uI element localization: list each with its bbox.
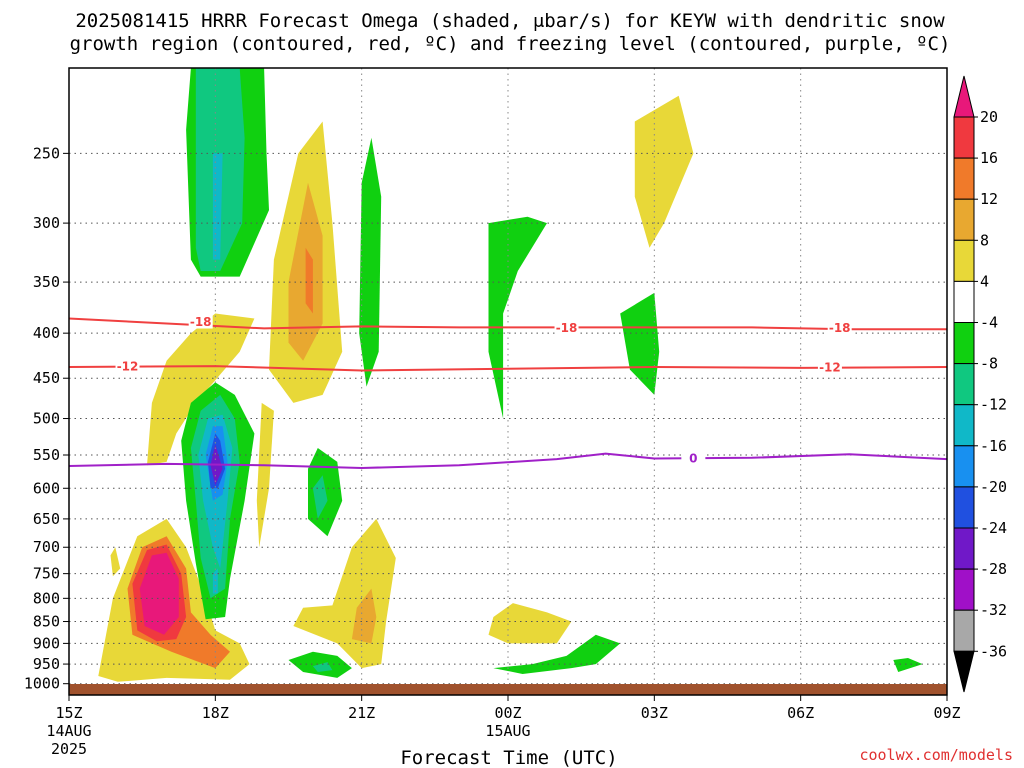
temperature-contours: -18 -18 -18 -12 -12 0	[68, 314, 948, 470]
x-tick-label: 03Z	[641, 704, 668, 722]
omega-region-neg8_neg4	[359, 137, 382, 387]
colorbar-swatch	[953, 322, 975, 365]
contour-label-bg	[188, 314, 213, 329]
omega-region-12_16	[305, 247, 313, 314]
contour-label: -18	[829, 321, 851, 335]
omega-shaded-regions	[98, 68, 923, 682]
x-tick-label: 21Z	[348, 704, 375, 722]
contour-label-bg	[817, 360, 842, 375]
colorbar-bottom-arrow	[953, 650, 975, 693]
colorbar-swatch	[953, 609, 975, 652]
contour-line	[68, 317, 947, 331]
y-tick-label: 400	[33, 324, 60, 342]
colorbar-label: -4	[980, 314, 998, 332]
colorbar-swatch	[953, 527, 975, 570]
colorbar-label: -28	[980, 560, 1007, 578]
y-tick-label: 650	[33, 510, 60, 528]
colorbar-swatch	[953, 239, 975, 282]
colorbar-swatch	[953, 404, 975, 447]
credit-label[interactable]: coolwx.com/models	[859, 746, 1013, 764]
contour-label-bg	[827, 320, 852, 335]
omega-region-4_8	[488, 603, 572, 644]
contour-label: -12	[117, 360, 139, 374]
chart-title-line1: 2025081415 HRRR Forecast Omega (shaded, …	[75, 10, 945, 32]
contour-label-bg	[115, 359, 140, 374]
y-tick-label: 500	[33, 410, 60, 428]
x-tick-year: 2025	[51, 740, 87, 758]
x-tick-label: 06Z	[787, 704, 814, 722]
omega-region-neg8_neg4	[493, 634, 621, 674]
colorbar-swatch	[953, 157, 975, 200]
y-tick-label: 800	[33, 589, 60, 607]
y-tick-label: 950	[33, 655, 60, 673]
x-tick-date: 14AUG	[46, 722, 91, 740]
colorbar-swatch	[953, 116, 975, 159]
y-tick-label: 600	[33, 479, 60, 497]
y-tick-label: 350	[33, 273, 60, 291]
x-tick-label: 09Z	[933, 704, 960, 722]
omega-region-8_12	[351, 588, 377, 644]
omega-region-4_8	[256, 402, 274, 548]
omega-region-neg12_neg8	[312, 475, 328, 519]
colorbar-swatch	[953, 568, 975, 611]
colorbar-label: 12	[980, 190, 998, 208]
omega-region-4_8	[110, 547, 121, 577]
colorbar-top-arrow	[953, 75, 975, 118]
colorbar-label: -32	[980, 601, 1007, 619]
contour-line	[68, 365, 948, 372]
omega-region-8_12	[288, 182, 323, 361]
colorbar-swatch	[953, 486, 975, 529]
omega-region-4_8	[147, 313, 255, 466]
colorbar-label: -8	[980, 355, 998, 373]
y-tick-label: 550	[33, 446, 60, 464]
contour-label: -18	[556, 321, 578, 335]
colorbar: 20 16 12 8 4 -4 -8 -12 -16 -20 -24 -28 -32 -36	[953, 75, 1007, 693]
omega-region-neg8_neg4	[620, 292, 660, 395]
y-tick-label: 850	[33, 613, 60, 631]
contour-line	[68, 452, 948, 470]
y-tick-label: 700	[33, 538, 60, 556]
y-axis-ticks: 250 300 350 400 450 500 550 600 650 700 750 800 850 9…	[24, 144, 69, 693]
omega-region-neg8_neg4	[488, 216, 547, 419]
omega-region-4_8	[634, 95, 694, 248]
chart-title-line2: growth region (contoured, red, ºC) and f…	[70, 33, 951, 55]
y-tick-label: 450	[33, 369, 60, 387]
omega-region-4_8	[293, 518, 396, 669]
colorbar-swatch	[953, 363, 975, 406]
contour-label: 0	[689, 451, 697, 465]
x-tick-label: 00Z	[494, 704, 521, 722]
contour-label-bg	[554, 320, 579, 335]
contour-label: -18	[190, 315, 212, 329]
contour-label: -12	[819, 361, 841, 375]
colorbar-swatch	[953, 198, 975, 241]
y-tick-label: 300	[33, 214, 60, 232]
colorbar-swatch	[953, 445, 975, 488]
ground-bar	[69, 684, 947, 695]
y-tick-label: 250	[33, 144, 60, 162]
omega-region-neg8_neg4	[893, 658, 923, 672]
y-tick-label: 750	[33, 565, 60, 583]
x-tick-date: 15AUG	[485, 722, 530, 740]
colorbar-label: 8	[980, 231, 989, 249]
omega-region-neg12_neg8	[312, 662, 333, 672]
colorbar-label: -24	[980, 519, 1007, 537]
x-tick-label: 18Z	[202, 704, 229, 722]
colorbar-label: 4	[980, 272, 989, 290]
colorbar-swatch	[953, 280, 975, 323]
x-tick-label: 15Z	[55, 704, 82, 722]
colorbar-label: 20	[980, 108, 998, 126]
y-tick-label: 900	[33, 634, 60, 652]
contour-label-bg	[681, 450, 706, 465]
x-axis-label: Forecast Time (UTC)	[400, 747, 617, 768]
colorbar-label: 16	[980, 149, 998, 167]
colorbar-label: -16	[980, 437, 1007, 455]
colorbar-label: -12	[980, 396, 1007, 414]
colorbar-label: -36	[980, 642, 1007, 660]
y-tick-label: 1000	[24, 675, 60, 693]
colorbar-label: -20	[980, 478, 1007, 496]
